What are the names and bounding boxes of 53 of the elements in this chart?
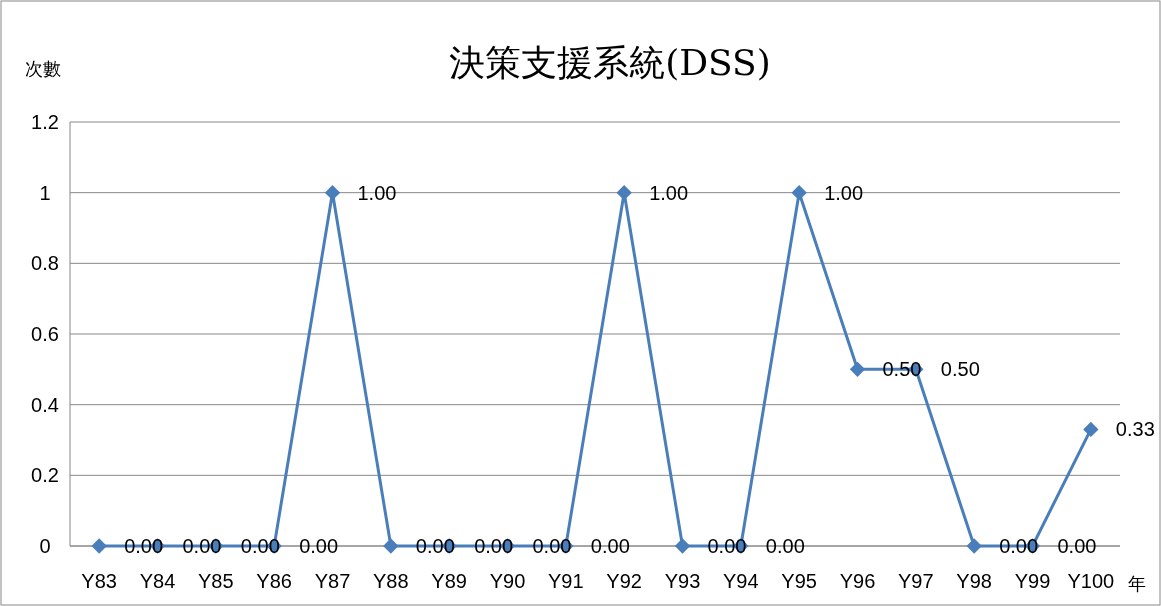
data-label: 0.00 bbox=[999, 535, 1039, 557]
data-label: 0.00 bbox=[590, 535, 630, 557]
y-axis-title: 次數 bbox=[25, 58, 61, 79]
point bbox=[791, 185, 807, 201]
x-tick-label: Y87 bbox=[314, 570, 351, 592]
y-tick-label: 0.8 bbox=[31, 252, 59, 275]
x-tick-label: Y86 bbox=[256, 570, 292, 592]
x-tick-label: Y89 bbox=[431, 570, 467, 592]
data-label: 0.00 bbox=[532, 535, 572, 557]
x-tick-label: Y83 bbox=[81, 570, 117, 592]
y-tick-label: 1.2 bbox=[31, 111, 59, 133]
point bbox=[849, 361, 866, 377]
data-label: 0.00 bbox=[474, 535, 514, 557]
y-tick-label: 0 bbox=[39, 535, 51, 557]
point bbox=[616, 185, 632, 201]
x-tick-label: Y85 bbox=[198, 570, 234, 592]
data-label: 0.00 bbox=[1057, 535, 1097, 557]
data-label: 1.00 bbox=[357, 181, 397, 204]
point bbox=[674, 538, 691, 554]
data-label: 0.00 bbox=[415, 535, 455, 557]
x-tick-label: Y90 bbox=[489, 570, 526, 592]
x-tick-label: Y96 bbox=[839, 570, 876, 592]
x-tick-label: Y88 bbox=[373, 570, 409, 592]
point bbox=[966, 538, 982, 554]
y-tick-label: 0.4 bbox=[31, 393, 59, 416]
x-tick-label: Y98 bbox=[956, 570, 992, 592]
data-label: 0.33 bbox=[1115, 418, 1155, 441]
x-tick-label: Y94 bbox=[723, 570, 759, 592]
x-tick-label: Y93 bbox=[664, 570, 701, 592]
y-tick-label: 0.2 bbox=[31, 464, 59, 487]
data-label: 0.00 bbox=[240, 535, 280, 557]
y-tick-label: 1 bbox=[39, 181, 51, 204]
point bbox=[91, 538, 107, 554]
x-tick-label: Y92 bbox=[606, 570, 642, 592]
y-tick-label: 0.6 bbox=[31, 323, 59, 345]
point bbox=[1083, 421, 1099, 438]
data-label: 0.00 bbox=[707, 535, 747, 557]
x-tick-label: Y91 bbox=[548, 570, 584, 592]
data-label: 1.00 bbox=[824, 181, 864, 204]
x-tick-label: Y99 bbox=[1014, 570, 1051, 592]
data-label: 0.00 bbox=[182, 535, 222, 557]
x-tick-label: Y84 bbox=[139, 570, 176, 592]
data-label: 0.50 bbox=[940, 358, 980, 381]
data-label: 0.00 bbox=[124, 535, 164, 557]
point bbox=[383, 538, 399, 554]
chart-title: 決策支援系統(DSS) bbox=[449, 42, 771, 83]
data-label: 0.00 bbox=[765, 535, 805, 557]
x-tick-label: Y100 bbox=[1067, 570, 1115, 592]
data-label: 0.00 bbox=[299, 535, 339, 557]
x-axis-title: 年 bbox=[1128, 573, 1146, 594]
x-tick-label: Y95 bbox=[781, 570, 817, 592]
x-tick-label: Y97 bbox=[898, 570, 934, 592]
data-label: 1.00 bbox=[649, 181, 689, 204]
